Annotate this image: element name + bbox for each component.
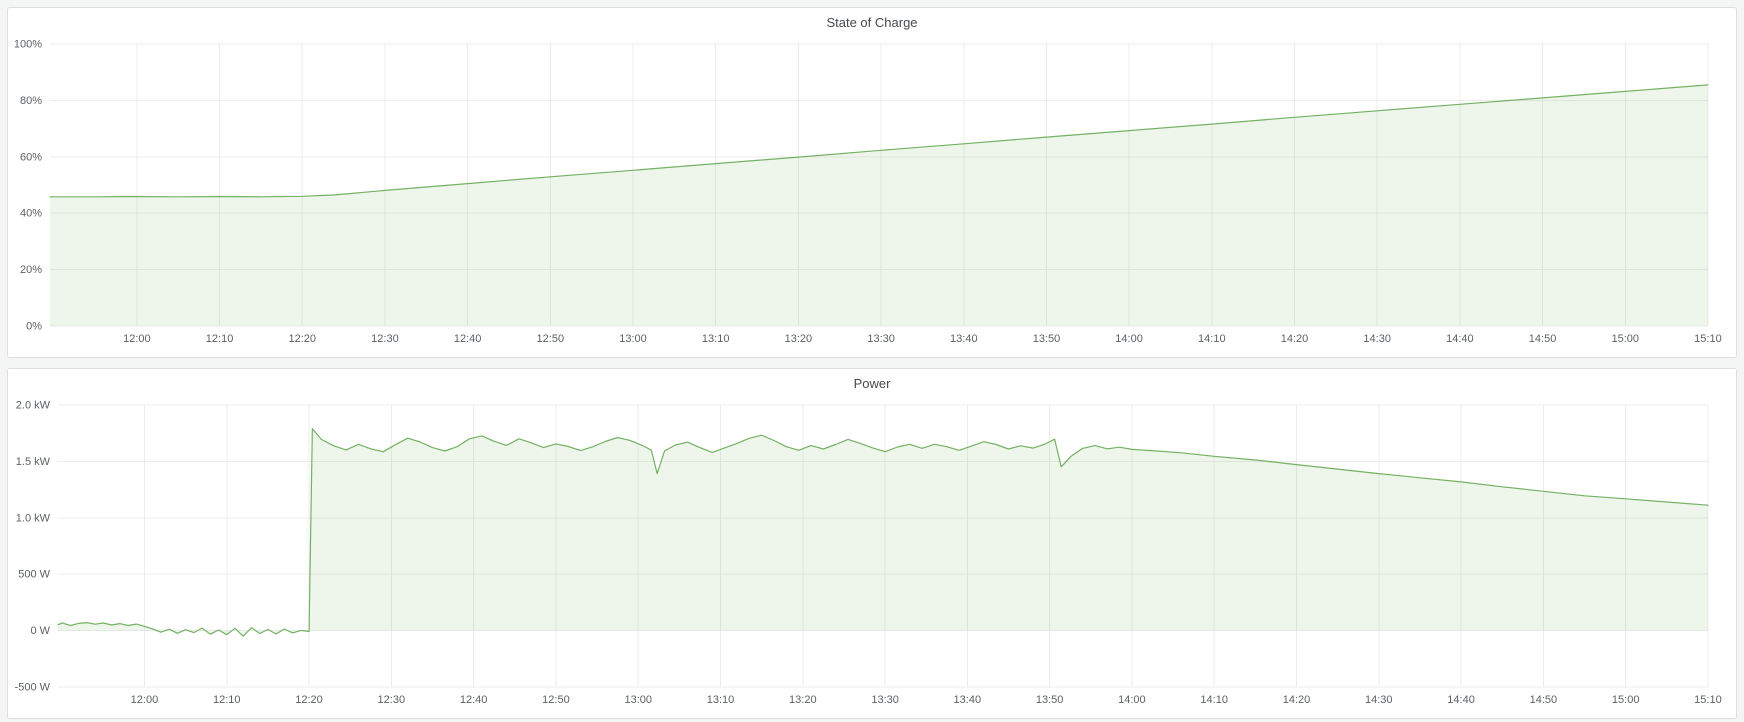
y-axis-label: 1.0 kW xyxy=(16,512,51,524)
x-axis-label: 13:30 xyxy=(867,333,895,345)
y-axis-label: 0 W xyxy=(30,625,50,637)
x-axis-label: 13:40 xyxy=(950,333,978,345)
x-axis-label: 12:40 xyxy=(454,333,482,345)
x-axis-label: 14:40 xyxy=(1447,694,1475,706)
x-axis-label: 13:30 xyxy=(871,694,899,706)
panel-title-text: Power xyxy=(853,375,891,391)
x-axis-label: 14:00 xyxy=(1118,694,1146,706)
y-axis-label: 80% xyxy=(20,95,42,107)
state-of-charge-chart[interactable]: 0% 20% 40% 60% 80% 100% 12:00 12:10 12:20 12:30 12… xyxy=(8,36,1736,357)
x-axis-label: 14:50 xyxy=(1529,333,1557,345)
x-axis-label: 14:50 xyxy=(1530,694,1558,706)
x-axis-label: 15:00 xyxy=(1611,333,1639,345)
y-axis-label: 0% xyxy=(26,321,42,333)
panel-title-text: State of Charge xyxy=(826,14,918,30)
x-axis-label: 12:10 xyxy=(213,694,241,706)
x-axis-label: 12:30 xyxy=(378,694,406,706)
x-axis-label: 12:40 xyxy=(460,694,488,706)
x-axis-label: 13:10 xyxy=(702,333,730,345)
x-axis-label: 15:10 xyxy=(1694,333,1722,345)
x-axis-label: 12:00 xyxy=(123,333,151,345)
x-axis-label: 14:30 xyxy=(1363,333,1391,345)
y-axis-label: 1.5 kW xyxy=(16,456,51,468)
x-axis-label: 12:50 xyxy=(542,694,570,706)
power-chart[interactable]: -500 W 0 W 500 W 1.0 kW 1.5 kW 2.0 kW 12:00 12:… xyxy=(8,397,1736,718)
x-axis-label: 12:00 xyxy=(131,694,159,706)
x-axis-label: 13:00 xyxy=(624,694,652,706)
x-axis-label: 13:20 xyxy=(789,694,817,706)
x-axis-label: 14:10 xyxy=(1200,694,1228,706)
x-axis-label: 14:00 xyxy=(1115,333,1143,345)
y-axis-label: -500 W xyxy=(15,682,51,694)
panel-power: Power -500 W 0 W 500 W 1.0 kW 1.5 kW 2.0 kW 12… xyxy=(7,368,1737,719)
y-axis-label: 2.0 kW xyxy=(16,400,51,412)
x-axis-label: 13:20 xyxy=(785,333,813,345)
panel-state-of-charge: State of Charge 0% 20% 40% 60% 80% 100% 12:00 1… xyxy=(7,7,1737,358)
series-line xyxy=(49,84,1709,198)
y-axis-label: 20% xyxy=(20,264,42,276)
x-axis-label: 12:30 xyxy=(371,333,399,345)
y-axis-label: 100% xyxy=(14,39,42,51)
series-area-fill xyxy=(50,84,1708,327)
x-axis-label: 15:10 xyxy=(1694,694,1722,706)
x-axis-label: 13:10 xyxy=(707,694,735,706)
x-axis-label: 12:20 xyxy=(288,333,316,345)
x-axis-label: 12:50 xyxy=(537,333,565,345)
x-axis-label: 13:00 xyxy=(619,333,647,345)
x-axis-label: 14:20 xyxy=(1283,694,1311,706)
x-axis-label: 12:10 xyxy=(206,333,234,345)
series-area-fill xyxy=(58,428,1708,637)
panel-title-power[interactable]: Power xyxy=(8,369,1736,397)
x-axis-label: 12:20 xyxy=(295,694,323,706)
y-axis-label: 40% xyxy=(20,208,42,220)
x-axis-label: 14:30 xyxy=(1365,694,1393,706)
x-axis-label: 14:40 xyxy=(1446,333,1474,345)
x-axis-label: 13:50 xyxy=(1033,333,1061,345)
panel-title-state-of-charge[interactable]: State of Charge xyxy=(8,8,1736,36)
x-axis-label: 15:00 xyxy=(1612,694,1640,706)
y-axis-label: 500 W xyxy=(18,569,50,581)
y-axis-label: 60% xyxy=(20,151,42,163)
series-line xyxy=(57,428,1709,637)
x-axis-label: 14:20 xyxy=(1281,333,1309,345)
x-axis-label: 14:10 xyxy=(1198,333,1226,345)
x-axis-label: 13:50 xyxy=(1036,694,1064,706)
x-axis-label: 13:40 xyxy=(954,694,982,706)
